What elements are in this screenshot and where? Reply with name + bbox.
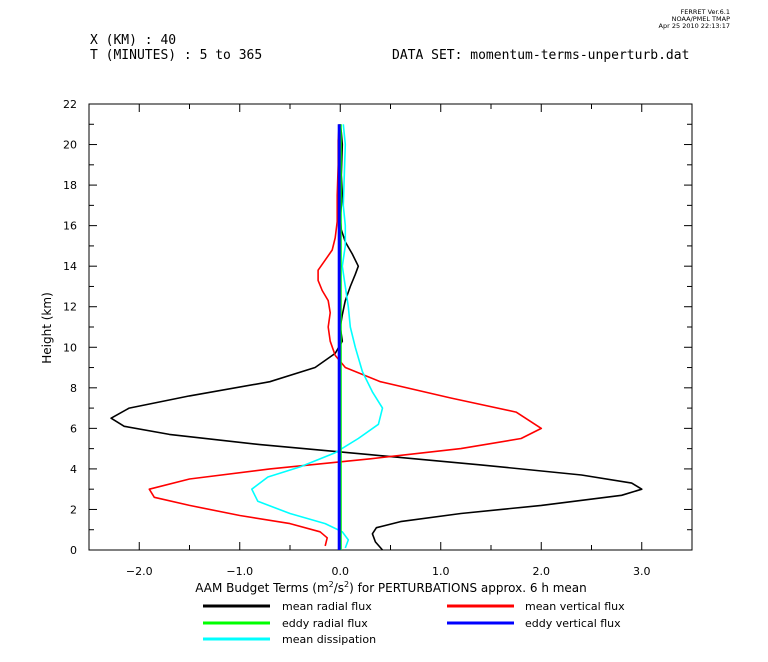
legend-label-mean-vertical-flux: mean vertical flux	[525, 600, 625, 613]
x-tick-label: 1.0	[432, 565, 450, 578]
axis-tick-labels: −2.0 −1.0 0.0 1.0 2.0 3.0 0 2 4 6 8 10 12 14 16 18 20 22	[63, 98, 651, 578]
ferret-version: FERRET Ver.6.1	[681, 8, 730, 16]
ferret-org: NOAA/PMEL TMAP	[672, 15, 730, 23]
x-tick-label: 3.0	[633, 565, 651, 578]
y-tick-label: 4	[70, 463, 77, 476]
legend-label-eddy-vertical-flux: eddy vertical flux	[525, 617, 621, 630]
dataset-line: DATA SET: momentum-terms-unperturb.dat	[392, 48, 689, 63]
y-tick-label: 0	[70, 544, 77, 557]
y-tick-label: 14	[63, 260, 77, 273]
x-position-line: X (KM) : 40	[90, 33, 176, 48]
legend-label-mean-dissipation: mean dissipation	[282, 633, 376, 646]
y-tick-label: 2	[70, 503, 77, 516]
time-range-line: T (MINUTES) : 5 to 365	[90, 48, 262, 63]
y-axis-label: Height (km)	[40, 292, 54, 363]
axis-ticks	[88, 103, 693, 551]
x-axis-label: AAM Budget Terms (m2/s2) for PERTURBATIO…	[195, 580, 587, 595]
x-tick-label: −1.0	[226, 565, 253, 578]
y-tick-label: 18	[63, 179, 77, 192]
y-tick-label: 12	[63, 301, 77, 314]
series-mean-radial-flux	[110, 124, 643, 551]
ferret-date: Apr 25 2010 22:13:17	[659, 22, 730, 30]
x-tick-label: 0.0	[332, 565, 350, 578]
plot-frame	[88, 103, 693, 551]
legend-label-eddy-radial-flux: eddy radial flux	[282, 617, 368, 630]
y-tick-label: 22	[63, 98, 77, 111]
y-tick-label: 6	[70, 422, 77, 435]
x-tick-label: −2.0	[126, 565, 153, 578]
y-tick-label: 16	[63, 220, 77, 233]
x-tick-label: 2.0	[533, 565, 551, 578]
y-tick-label: 20	[63, 139, 77, 152]
y-tick-label: 8	[70, 382, 77, 395]
series-mean-vertical-flux	[148, 124, 543, 547]
y-tick-label: 10	[63, 341, 77, 354]
legend-label-mean-radial-flux: mean radial flux	[282, 600, 372, 613]
series-mean-dissipation	[251, 124, 384, 549]
legend: mean radial flux eddy radial flux mean d…	[203, 600, 625, 646]
series-lines	[110, 124, 643, 551]
